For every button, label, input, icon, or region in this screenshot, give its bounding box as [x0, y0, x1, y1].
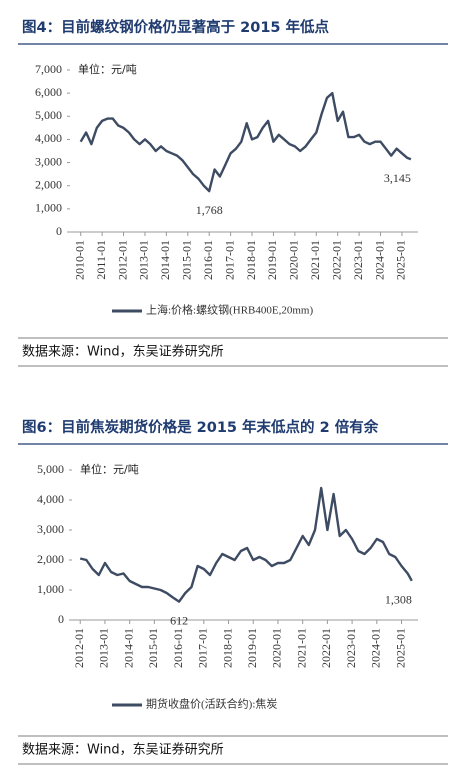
x-tick-label: 2017-01 [196, 628, 210, 668]
source-note: 数据来源：Wind，东吴证券研究所 [22, 742, 224, 758]
data-line [79, 91, 412, 193]
annotation: 1,768 [196, 203, 223, 217]
x-tick-label: 2019-01 [245, 628, 259, 668]
y-tick-label: 4,000 [37, 492, 64, 506]
legend-label: 期货收盘价(活跃合约):焦炭 [146, 697, 277, 711]
y-tick-label: 2,000 [37, 552, 64, 566]
y-tick-label: 3,000 [37, 522, 64, 536]
unit-label: 单位：元/吨 [80, 462, 139, 476]
y-tick-label: 1,000 [37, 582, 64, 596]
y-tick-label: 5,000 [35, 108, 62, 122]
unit-label: 单位：元/吨 [78, 62, 137, 76]
y-tick-label: 1,000 [35, 201, 62, 215]
x-tick-label: 2021-01 [308, 240, 322, 280]
x-tick-label: 2012-01 [115, 240, 129, 280]
y-tick-label: 4,000 [35, 131, 62, 145]
x-tick-label: 2010-01 [72, 240, 86, 280]
x-tick-label: 2020-01 [270, 628, 284, 668]
x-tick-label: 2022-01 [319, 628, 333, 668]
x-tick-label: 2017-01 [222, 240, 236, 280]
x-tick-label: 2021-01 [294, 628, 308, 668]
x-tick-label: 2013-01 [97, 628, 111, 668]
y-tick-label: 0 [58, 612, 64, 626]
annotation: 3,145 [384, 171, 411, 185]
data-line [79, 486, 413, 603]
x-tick-label: 2018-01 [220, 628, 234, 668]
x-tick-label: 2016-01 [171, 628, 185, 668]
x-tick-label: 2025-01 [393, 628, 407, 668]
x-tick-label: 2025-01 [394, 240, 408, 280]
x-tick-label: 2023-01 [344, 628, 358, 668]
x-tick-label: 2015-01 [180, 240, 194, 280]
y-tick-label: 3,000 [35, 154, 62, 168]
y-tick-label: 6,000 [35, 85, 62, 99]
y-tick-label: 2,000 [35, 177, 62, 191]
x-tick-label: 2011-01 [94, 240, 108, 280]
x-tick-label: 2015-01 [146, 628, 160, 668]
x-tick-label: 2013-01 [137, 240, 151, 280]
x-tick-label: 2016-01 [201, 240, 215, 280]
legend-label: 上海:价格:螺纹钢(HRB400E,20mm) [146, 303, 313, 317]
x-tick-label: 2024-01 [372, 240, 386, 280]
figure-title: 图4：目前螺纹钢价格仍显著高于 2015 年低点 [22, 18, 330, 36]
x-tick-label: 2023-01 [351, 240, 365, 280]
source-note: 数据来源：Wind，东吴证券研究所 [22, 344, 224, 360]
x-tick-label: 2014-01 [121, 628, 135, 668]
x-tick-label: 2020-01 [287, 240, 301, 280]
annotation: 1,308 [385, 593, 412, 607]
x-tick-label: 2012-01 [72, 628, 86, 668]
x-tick-label: 2018-01 [244, 240, 258, 280]
x-tick-label: 2022-01 [329, 240, 343, 280]
y-tick-label: 0 [56, 224, 62, 238]
x-tick-label: 2024-01 [369, 628, 383, 668]
x-tick-label: 2014-01 [158, 240, 172, 280]
annotation: 612 [170, 613, 188, 627]
y-tick-label: 5,000 [37, 462, 64, 476]
figure-title: 图6：目前焦炭期货价格是 2015 年末低点的 2 倍有余 [22, 418, 379, 436]
y-tick-label: 7,000 [35, 62, 62, 76]
x-tick-label: 2019-01 [265, 240, 279, 280]
